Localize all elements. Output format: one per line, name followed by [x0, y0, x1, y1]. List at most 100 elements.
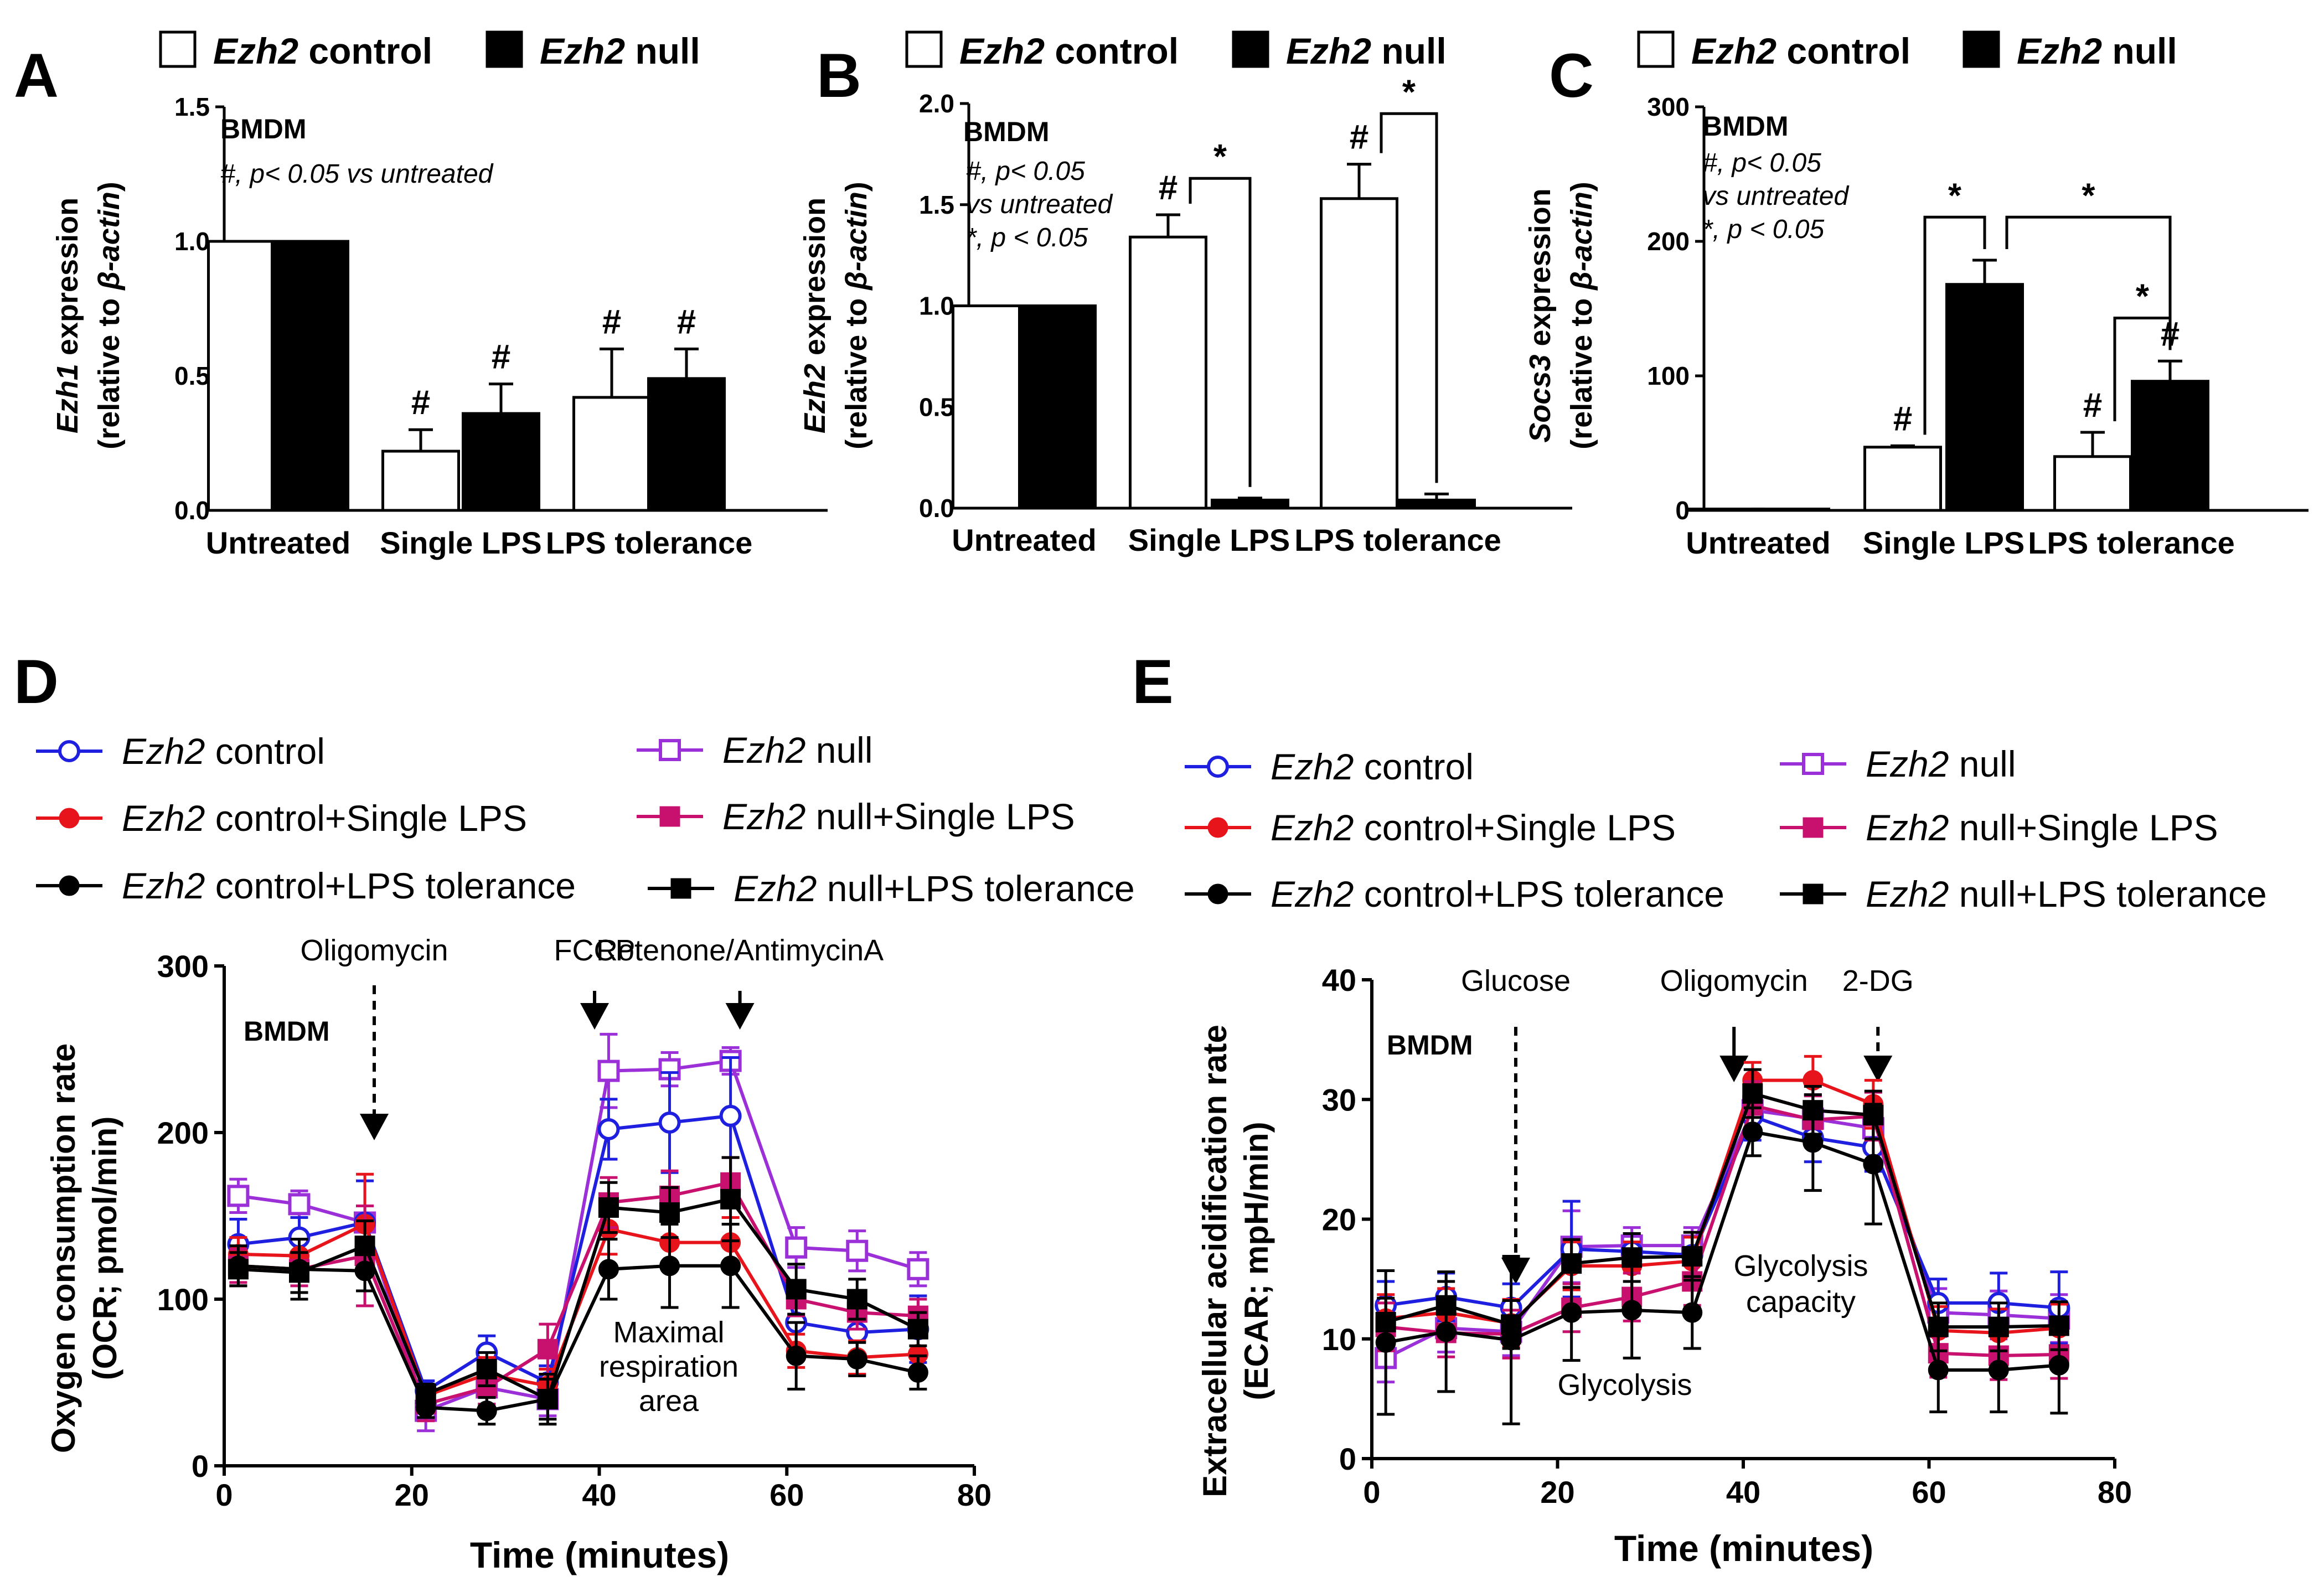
marker-open-square	[288, 1193, 311, 1216]
bar	[1752, 508, 1830, 512]
legend-item: Ezh2 null	[1780, 743, 2016, 784]
note-line: Maximal	[613, 1316, 724, 1349]
marker-open-square	[227, 1185, 250, 1207]
y-tick-label: 40	[1322, 963, 1356, 997]
marker-filled-circle	[476, 1400, 497, 1422]
bar	[1018, 304, 1097, 510]
arrow-label: Rotenone/AntimycinA	[596, 934, 884, 967]
category-label: Untreated	[206, 525, 350, 560]
y-axis-label: Ezh2 expression	[798, 198, 832, 433]
legend-suffix: control+Single LPS	[1354, 807, 1676, 848]
arrow-head	[1719, 1056, 1749, 1082]
panel-letter-c: C	[1549, 41, 1594, 110]
x-tick-label: 40	[1726, 1475, 1760, 1510]
legend-gene: Ezh2	[122, 865, 205, 906]
legend-suffix: control+LPS tolerance	[1354, 873, 1724, 914]
category-label: LPS tolerance	[2028, 525, 2234, 560]
injection-arrow: Oligomycin	[1660, 964, 1808, 1082]
arrow-head	[580, 1003, 610, 1030]
significance-hash: #	[2083, 386, 2102, 425]
legend-swatch-control	[159, 30, 197, 68]
y-tick-label: 1.5	[174, 92, 210, 121]
y-tick-label: 200	[1647, 227, 1690, 256]
marker-open-square	[846, 1239, 869, 1262]
note-line: respiration	[599, 1350, 738, 1383]
marker-filled-circle	[1742, 1121, 1763, 1143]
marker-filled-circle	[1863, 1154, 1884, 1175]
bar	[647, 377, 726, 512]
y-tick-label: 300	[157, 949, 209, 984]
legend-swatch-null	[1963, 30, 2000, 68]
arrow-label: Oligomycin	[300, 934, 448, 967]
panel-letter-e: E	[1132, 647, 1174, 716]
marker-filled-circle	[228, 1255, 249, 1276]
x-axis-label: Time (minutes)	[1614, 1528, 1873, 1569]
annotation-title: BMDM	[1702, 111, 1789, 142]
significance-hash: #	[411, 384, 430, 422]
legend-gene: Ezh2	[1271, 807, 1354, 848]
y-axis-label-2: (relative to β-actin)	[92, 182, 126, 449]
legend-gene: Ezh2	[1866, 807, 1949, 848]
legend-label: Ezh2 null	[1866, 743, 2016, 784]
annotation-line: *, p < 0.05	[1702, 215, 1824, 244]
legend-label: Ezh2 null+Single LPS	[1866, 807, 2218, 848]
legend-suffix: control+Single LPS	[205, 798, 527, 839]
y-tick-label: 0	[1339, 1441, 1356, 1476]
x-tick-label: 40	[582, 1477, 616, 1512]
marker-filled-circle	[1435, 1321, 1457, 1342]
legend-label: Ezh2 control+Single LPS	[1271, 807, 1676, 848]
injection-arrow: Rotenone/AntimycinA	[596, 934, 884, 1030]
y-axis-label-2: (OCR; pmol/min)	[86, 1117, 123, 1381]
series	[228, 1156, 928, 1421]
y-tick-label: 2.0	[919, 89, 954, 118]
series	[228, 1223, 928, 1426]
y-tick-label: 100	[157, 1282, 209, 1317]
series-line	[1385, 1091, 2059, 1329]
marker-open-square	[1802, 753, 1824, 775]
arrow-label: FCCP	[554, 934, 636, 967]
bar	[2131, 380, 2209, 512]
marker-open-circle	[597, 1118, 620, 1140]
significance-bracket	[1189, 177, 1252, 487]
significance-star: *	[2136, 278, 2150, 316]
marker-filled-circle	[1988, 1360, 2009, 1381]
note-line: Glycolysis	[1733, 1249, 1868, 1283]
significance-bracket	[1923, 215, 1986, 435]
legend-gene: Ezh2	[1271, 873, 1354, 914]
marker-filled-circle	[907, 1362, 928, 1383]
x-tick-label: 60	[769, 1477, 804, 1512]
bar-chart-a: BMDM #, p< 0.05 vs untreated Ezh1 expres…	[51, 92, 828, 560]
marker-filled-circle	[786, 1345, 807, 1366]
bar-chart-c: BMDM #, p< 0.05 vs untreated *, p < 0.05…	[1523, 92, 2308, 560]
marker-filled-square	[907, 1319, 928, 1340]
bar	[1320, 197, 1398, 510]
legend-swatch-control	[1637, 30, 1675, 68]
legend-item: Ezh2 control+LPS tolerance	[1185, 873, 1724, 914]
bmdm-label: BMDM	[1387, 1030, 1473, 1061]
bar-chart-b: BMDM #, p< 0.05 vs untreated *, p < 0.05…	[798, 73, 1572, 557]
legend-label-control: Ezh2 control	[213, 30, 432, 71]
y-tick-label: 0.0	[174, 496, 210, 525]
y-tick-label: 0.5	[919, 392, 954, 421]
category-label: Single LPS	[1128, 523, 1290, 557]
legend-swatch-null	[486, 30, 523, 68]
bar	[1945, 283, 2024, 512]
annotation-line: #, p< 0.05	[1702, 148, 1821, 178]
legend-swatch-control	[905, 30, 943, 68]
category-label: Untreated	[1686, 525, 1830, 560]
legend-item: Ezh2 null+Single LPS	[1780, 807, 2218, 848]
y-tick-label: 300	[1647, 92, 1690, 121]
marker-open-square	[597, 1059, 620, 1082]
legend-label: Ezh2 null+LPS tolerance	[734, 868, 1135, 909]
marker-filled-circle	[1501, 1330, 1522, 1351]
x-tick-label: 0	[1363, 1475, 1380, 1510]
marker-filled-square	[1803, 883, 1824, 904]
legend-gene: Ezh2	[722, 730, 805, 771]
significance-star: *	[2082, 177, 2095, 215]
bar	[572, 396, 651, 512]
legend-item: Ezh2 null+LPS tolerance	[648, 868, 1135, 909]
significance-hash: #	[602, 303, 621, 341]
x-tick-label: 20	[1540, 1475, 1574, 1510]
x-tick-label: 0	[215, 1477, 233, 1512]
y-tick-label: 0	[192, 1449, 209, 1484]
